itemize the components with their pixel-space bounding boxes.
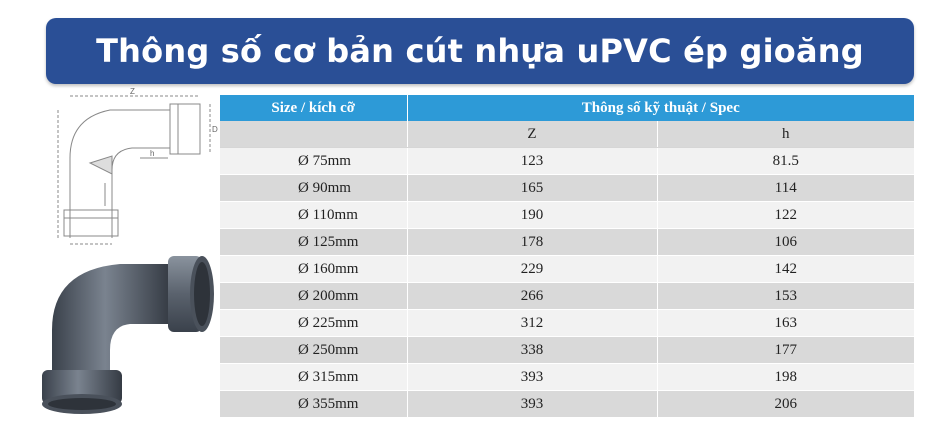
cell-size: Ø 355mm: [220, 390, 408, 418]
cell-size: Ø 160mm: [220, 255, 408, 283]
spec-table: Size / kích cỡ Thông số kỹ thuật / Spec …: [220, 95, 914, 418]
cell-h: 142: [657, 255, 914, 283]
elbow-product-photo: [42, 256, 214, 414]
elbow-technical-drawing: Z h D: [57, 88, 218, 245]
cell-h: 198: [657, 363, 914, 391]
cell-size: Ø 110mm: [220, 201, 408, 229]
table-row: Ø 250mm 338 177: [220, 336, 914, 364]
d-dimension-label: D: [212, 125, 218, 134]
table-row: Ø 315mm 393 198: [220, 363, 914, 391]
cell-h: 206: [657, 390, 914, 418]
cell-size: Ø 200mm: [220, 282, 408, 310]
cell-z: 393: [407, 390, 658, 418]
cell-h: 122: [657, 201, 914, 229]
cell-size: Ø 225mm: [220, 309, 408, 337]
table-header-row: Size / kích cỡ Thông số kỹ thuật / Spec: [220, 95, 914, 121]
z-dimension-label: Z: [130, 88, 135, 96]
title-banner: Thông số cơ bản cút nhựa uPVC ép gioăng: [46, 18, 914, 84]
cell-size: Ø 75mm: [220, 147, 408, 175]
cell-h: 106: [657, 228, 914, 256]
header-size: Size / kích cỡ: [220, 95, 408, 121]
cell-z: 123: [407, 147, 658, 175]
cell-size: Ø 125mm: [220, 228, 408, 256]
cell-size: Ø 90mm: [220, 174, 408, 202]
cell-size: Ø 250mm: [220, 336, 408, 364]
cell-h: 163: [657, 309, 914, 337]
table-row: Ø 75mm 123 81.5: [220, 147, 914, 175]
cell-z: 165: [407, 174, 658, 202]
table-row: Ø 225mm 312 163: [220, 309, 914, 337]
cell-h: 177: [657, 336, 914, 364]
table-row: Ø 125mm 178 106: [220, 228, 914, 256]
subheader-empty: [220, 121, 408, 148]
table-subheader-row: Z h: [220, 121, 914, 148]
cell-z: 393: [407, 363, 658, 391]
page-title: Thông số cơ bản cút nhựa uPVC ép gioăng: [96, 32, 864, 70]
cell-h: 114: [657, 174, 914, 202]
cell-size: Ø 315mm: [220, 363, 408, 391]
table-row: Ø 355mm 393 206: [220, 390, 914, 418]
cell-z: 229: [407, 255, 658, 283]
subheader-z: Z: [407, 121, 658, 148]
subheader-h: h: [657, 121, 914, 148]
table-row: Ø 90mm 165 114: [220, 174, 914, 202]
cell-z: 266: [407, 282, 658, 310]
cell-z: 190: [407, 201, 658, 229]
cell-z: 312: [407, 309, 658, 337]
table-row: Ø 110mm 190 122: [220, 201, 914, 229]
cell-z: 178: [407, 228, 658, 256]
h-dimension-label: h: [150, 149, 154, 158]
table-row: Ø 160mm 229 142: [220, 255, 914, 283]
table-row: Ø 200mm 266 153: [220, 282, 914, 310]
header-spec: Thông số kỹ thuật / Spec: [407, 95, 914, 121]
cell-z: 338: [407, 336, 658, 364]
cell-h: 153: [657, 282, 914, 310]
cell-h: 81.5: [657, 147, 914, 175]
